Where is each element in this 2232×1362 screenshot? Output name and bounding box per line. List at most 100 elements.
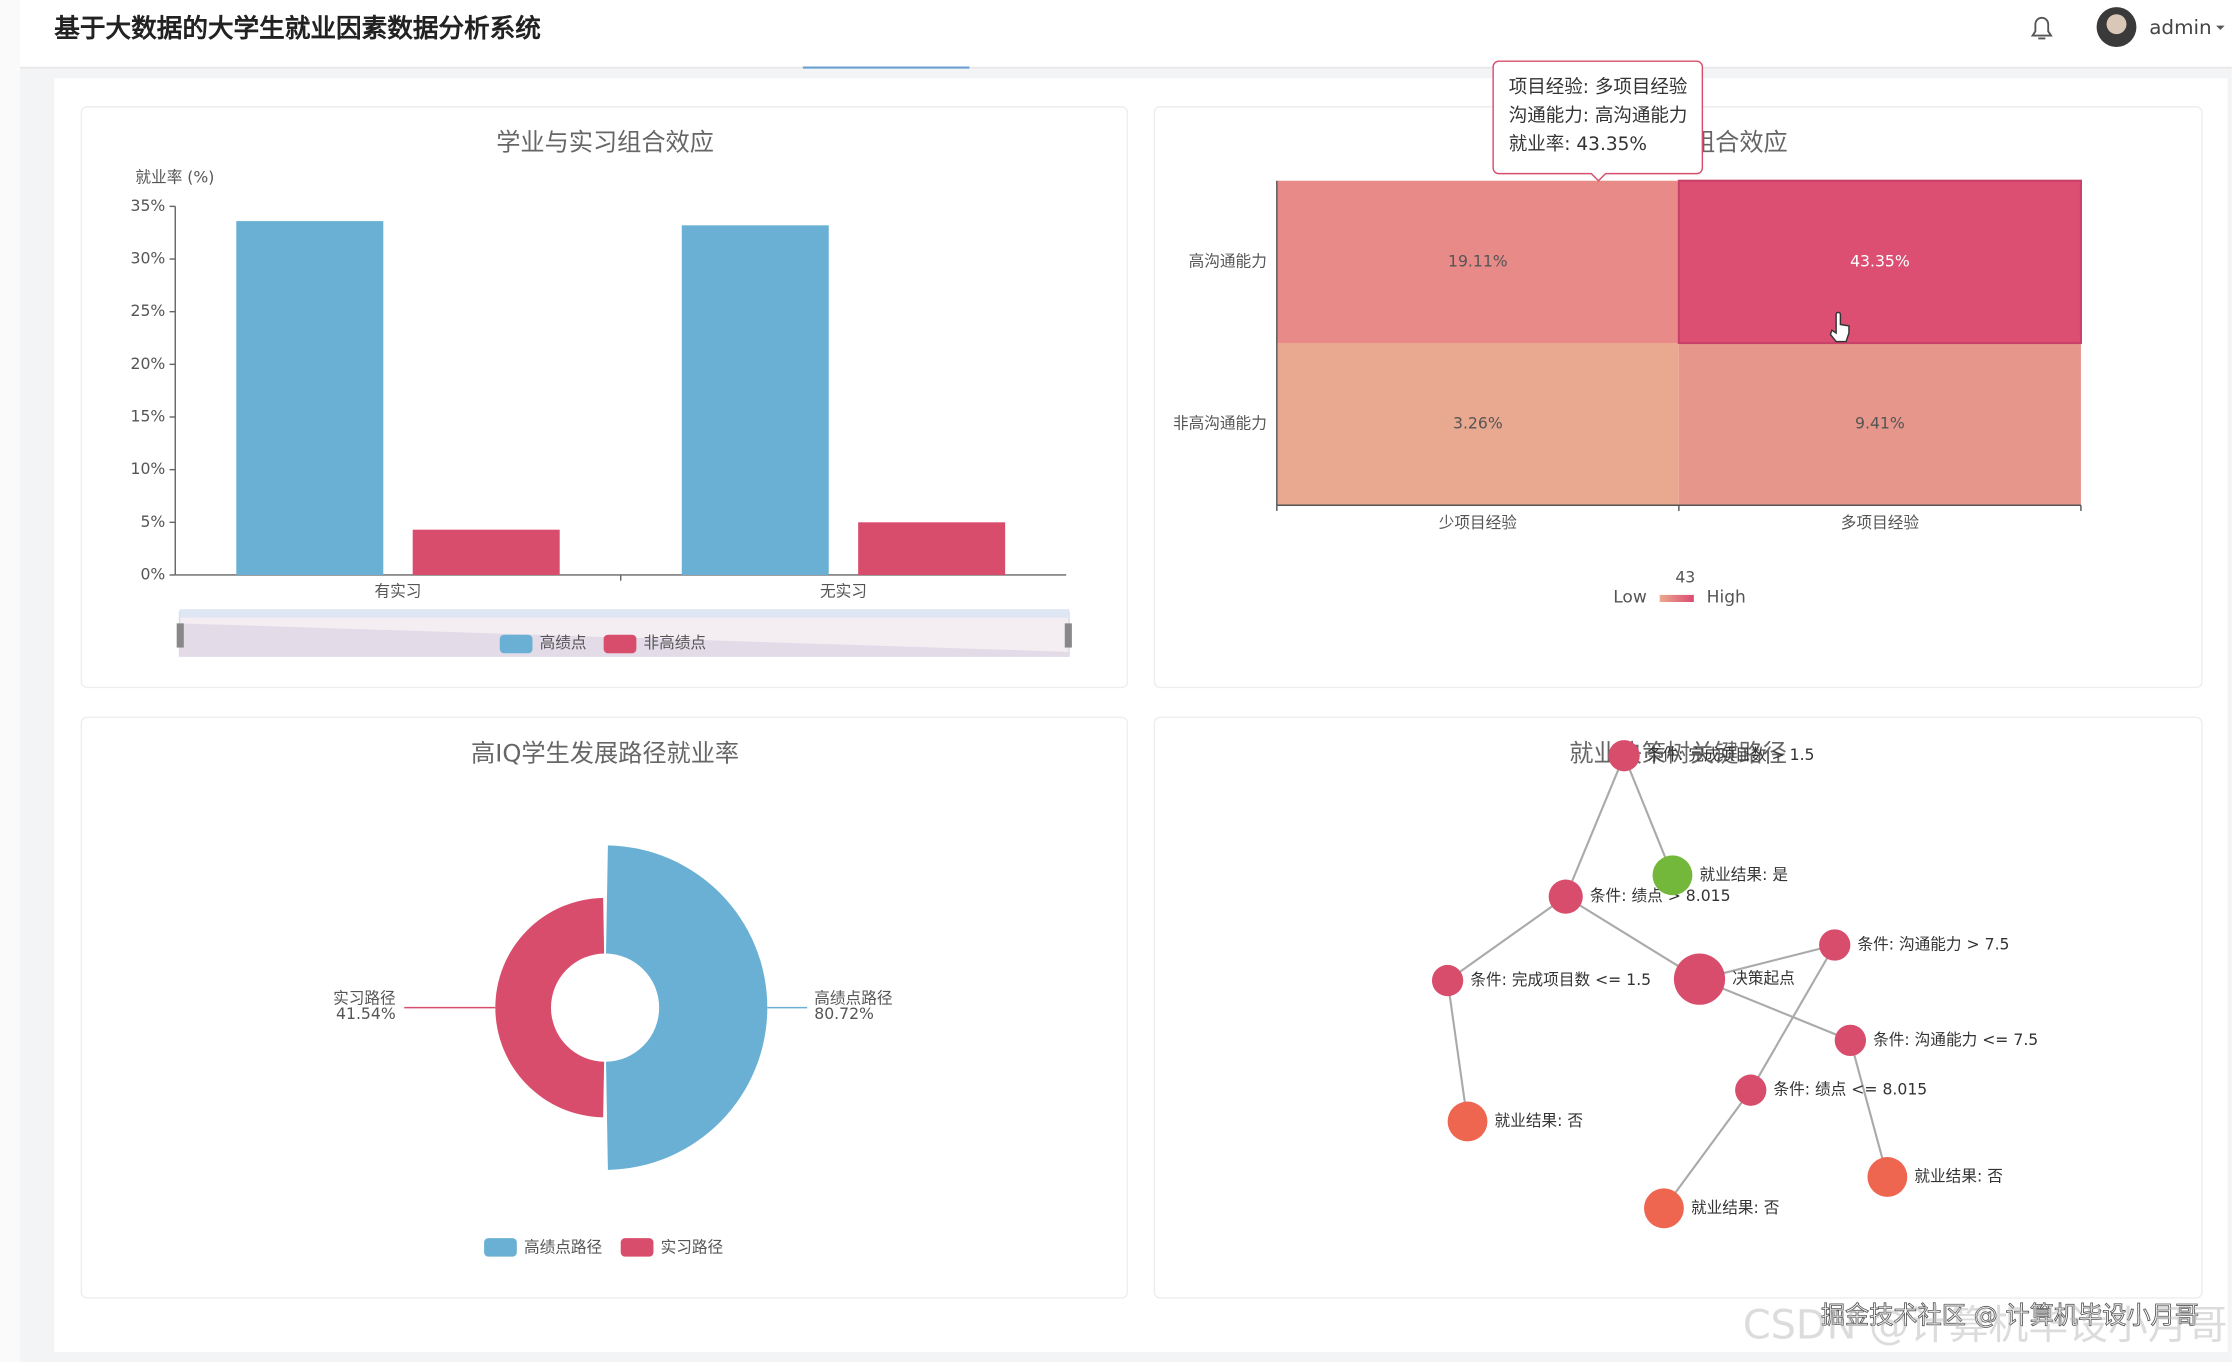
- node-label: 就业结果: 否: [1691, 1198, 1779, 1217]
- visual-map-low: Low: [1613, 588, 1647, 608]
- visual-map-value: 43: [1675, 567, 1695, 586]
- y-tick-label: 非高沟通能力: [1173, 414, 1267, 433]
- tooltip-line: 沟通能力: 高沟通能力: [1509, 106, 1688, 127]
- sidebar: [0, 0, 21, 1362]
- node[interactable]: [1673, 953, 1726, 1005]
- y-tick-label: 10%: [131, 459, 166, 478]
- edge: [1564, 755, 1626, 898]
- pie-segment: [606, 845, 768, 1170]
- bar: [412, 529, 560, 575]
- node-label: 条件: 绩点 <= 8.015: [1774, 1080, 1928, 1099]
- cell-label: 43.35%: [1850, 251, 1910, 270]
- pie-value-label: 80.72%: [814, 1004, 874, 1023]
- chart-title: 学业与实习组合效应: [496, 129, 714, 157]
- tooltip-line: 项目经验: 多项目经验: [1509, 77, 1688, 98]
- node-label: 条件: 沟通能力 > 7.5: [1857, 935, 2009, 954]
- heatmap-cell: [1276, 180, 1679, 343]
- zoom-bar: [179, 609, 1070, 618]
- node[interactable]: [1867, 1157, 1908, 1197]
- legend-label: 高绩点: [540, 633, 587, 652]
- zoom-handle[interactable]: [1064, 623, 1072, 648]
- edge: [1699, 978, 1851, 1042]
- heatmap-cell: [1678, 342, 2081, 506]
- x-tick-label: 多项目经验: [1841, 513, 1920, 532]
- node-label: 条件: 绩点 > 8.015: [1590, 886, 1731, 905]
- chart-title: 高IQ学生发展路径就业率: [471, 739, 739, 767]
- edge: [1623, 755, 1674, 876]
- legend-swatch: [620, 1238, 654, 1257]
- pie-label: 高绩点路径: [814, 989, 892, 1008]
- cell-highlight: [1677, 179, 2082, 345]
- node-label: 条件: 沟通能力 <= 7.5: [1873, 1030, 2038, 1049]
- node-label: 决策起点: [1732, 969, 1795, 988]
- node[interactable]: [1819, 929, 1851, 961]
- edge: [1849, 1040, 1889, 1178]
- y-tick-label: 5%: [140, 512, 165, 531]
- node[interactable]: [1431, 964, 1464, 997]
- visual-map-high: High: [1707, 588, 1746, 608]
- legend-label: 非高绩点: [643, 633, 706, 652]
- edge: [1565, 895, 1701, 981]
- x-tick-label: 无实习: [820, 582, 867, 601]
- pie-label: 实习路径: [333, 989, 396, 1008]
- card: [80, 716, 1129, 1299]
- edge: [1446, 980, 1469, 1122]
- node[interactable]: [1834, 1024, 1867, 1057]
- heatmap-cell: [1276, 342, 1679, 506]
- bar: [858, 522, 1006, 575]
- heatmap-cell: [1678, 180, 2081, 343]
- node[interactable]: [1644, 1188, 1684, 1229]
- y-tick-label: 高沟通能力: [1189, 251, 1267, 270]
- card: [1153, 716, 2203, 1299]
- cell-label: 9.41%: [1855, 414, 1905, 433]
- pie-value-label: 41.54%: [336, 1004, 396, 1023]
- avatar-face: [2106, 14, 2127, 35]
- y-tick-label: 15%: [131, 406, 166, 425]
- node[interactable]: [1652, 855, 1693, 896]
- chart-title: 组合效应: [1691, 129, 1788, 157]
- edge: [1663, 1089, 1752, 1209]
- edge: [1749, 944, 1836, 1091]
- node[interactable]: [1447, 1101, 1488, 1142]
- chart-title: 就业决策树关键路径: [1569, 739, 1787, 767]
- node-label: 就业结果: 否: [1914, 1166, 2002, 1185]
- cell-label: 3.26%: [1453, 414, 1503, 433]
- dropdown-caret[interactable]: [2216, 25, 2225, 30]
- watermark: CSDN @计算机毕设小月哥: [1743, 1302, 2228, 1348]
- node[interactable]: [1548, 879, 1583, 914]
- legend-swatch: [603, 634, 637, 654]
- tooltip-box: [1492, 60, 1704, 182]
- user-name[interactable]: admin: [2149, 16, 2211, 39]
- node-label: 条件: 完成项目数 <= 1.5: [1470, 970, 1651, 989]
- header-bar: [20, 0, 2232, 67]
- node[interactable]: [1735, 1074, 1767, 1106]
- legend-swatch: [484, 1238, 517, 1257]
- legend-swatch: [499, 634, 533, 654]
- y-tick-label: 35%: [131, 196, 166, 215]
- zoom-handle[interactable]: [176, 623, 184, 648]
- node-label: 条件: 完成项目数 > 1.5: [1647, 745, 1815, 764]
- y-tick-label: 0%: [140, 564, 165, 583]
- watermark: 掘金技术社区 @ 计算机毕设小月哥: [1821, 1301, 2199, 1329]
- y-axis-label: 就业率 (%): [135, 167, 214, 186]
- cursor: [1829, 311, 1850, 343]
- edge: [1446, 895, 1567, 982]
- x-tick-label: 有实习: [375, 582, 422, 601]
- y-tick-label: 25%: [131, 301, 166, 320]
- pie-segment: [495, 897, 605, 1118]
- node-label: 就业结果: 是: [1700, 865, 1789, 884]
- visual-map-bar: [1659, 594, 1694, 603]
- cell-label: 19.11%: [1448, 251, 1508, 270]
- legend-label: 高绩点路径: [524, 1238, 602, 1257]
- bell-icon[interactable]: [2030, 16, 2053, 40]
- bar: [681, 225, 829, 575]
- bar: [236, 221, 384, 575]
- legend-label: 实习路径: [661, 1238, 724, 1257]
- node-label: 就业结果: 否: [1495, 1111, 1583, 1130]
- tooltip-line: 就业率: 43.35%: [1509, 134, 1647, 155]
- y-tick-label: 30%: [131, 249, 166, 268]
- node[interactable]: [1608, 740, 1640, 772]
- x-tick-label: 少项目经验: [1439, 513, 1518, 532]
